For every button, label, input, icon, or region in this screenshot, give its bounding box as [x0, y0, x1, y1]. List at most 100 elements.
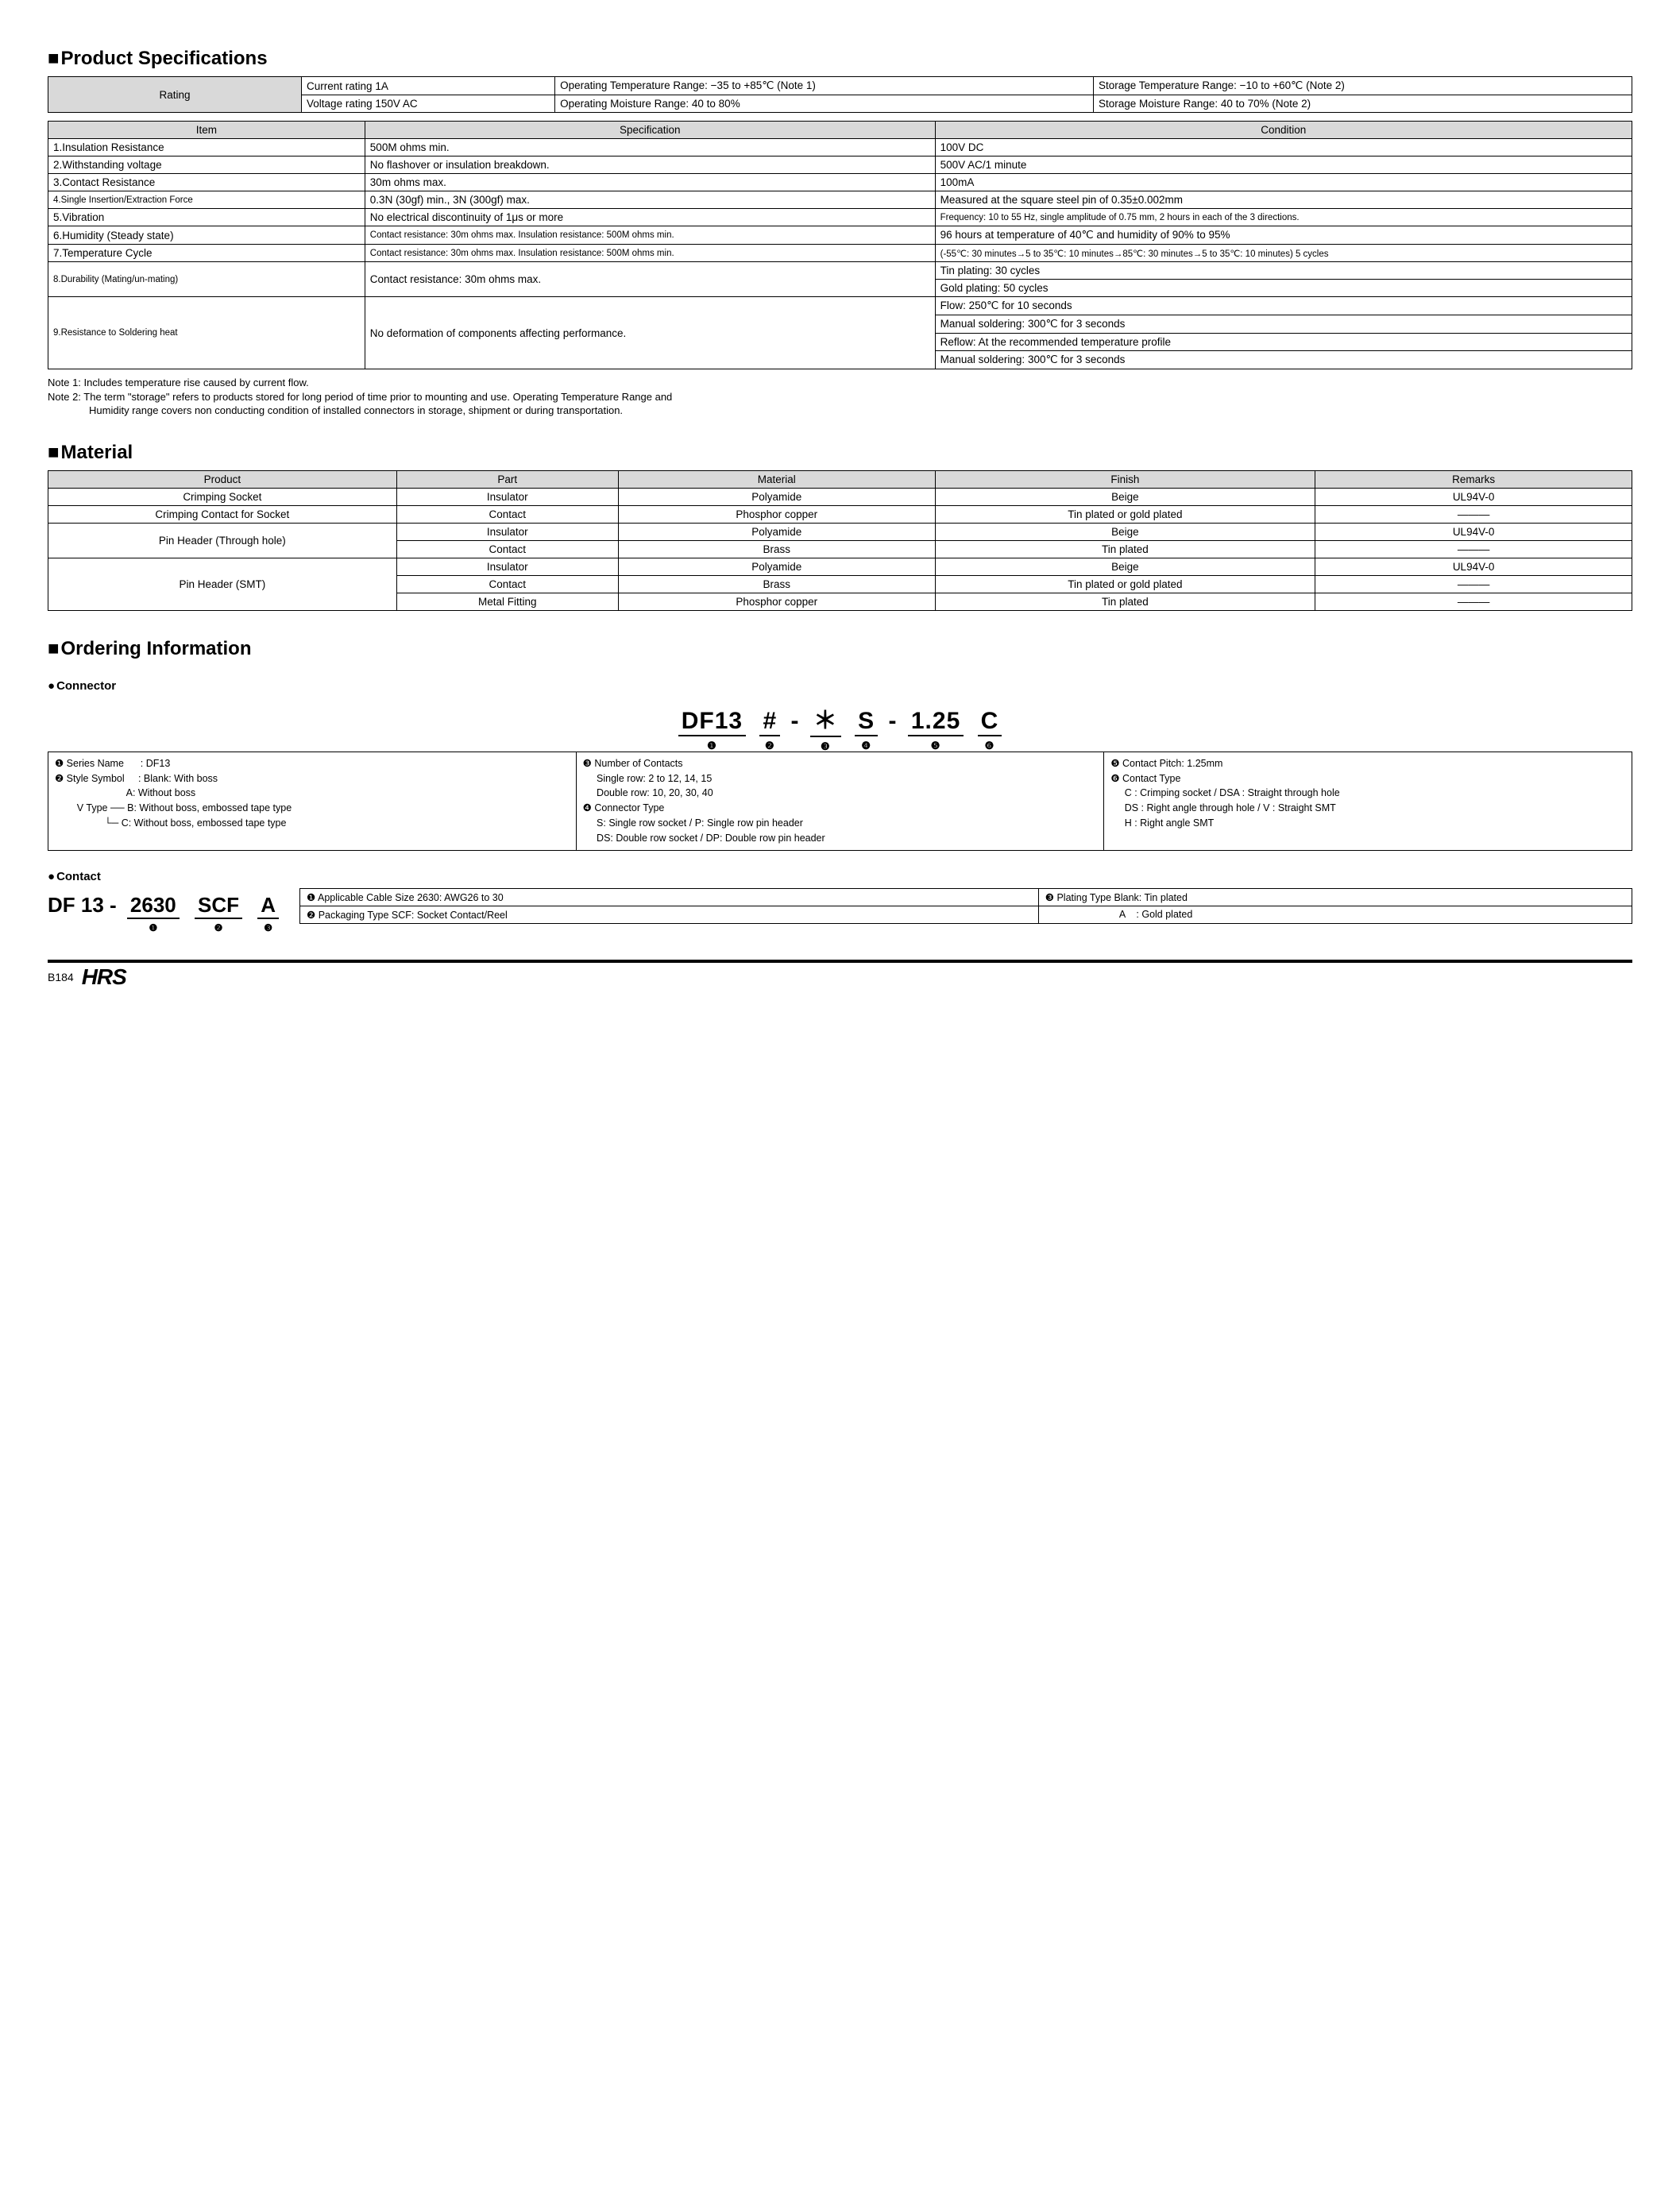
rating-stmoist: Storage Moisture Range: 40 to 70% (Note … — [1094, 95, 1632, 113]
mat-part: Metal Fitting — [396, 593, 618, 610]
mat-material: Phosphor copper — [618, 505, 935, 523]
mat-h-material: Material — [618, 470, 935, 488]
spec-spec: 30m ohms max. — [365, 174, 935, 191]
spec-item: 4.Single Insertion/Extraction Force — [48, 191, 365, 209]
mat-remarks: ――― — [1315, 540, 1632, 558]
note2a: Note 2: The term "storage" refers to pro… — [48, 390, 1632, 404]
legend-line: ❹ Connector Type — [583, 802, 1098, 815]
mat-part: Insulator — [396, 558, 618, 575]
legend-col-3: ❺ Contact Pitch: 1.25mm❻ Contact Type C … — [1104, 752, 1632, 850]
legend-line: DS: Double row socket / DP: Double row p… — [583, 832, 1098, 845]
legend-line: V Type ── B: Without boss, embossed tape… — [55, 802, 570, 815]
mat-finish: Tin plated or gold plated — [935, 505, 1315, 523]
spec-h-item: Item — [48, 122, 365, 139]
mat-material: Brass — [618, 540, 935, 558]
spec-spec: No electrical discontinuity of 1μs or mo… — [365, 209, 935, 226]
spec-h-cond: Condition — [935, 122, 1632, 139]
spec-cond: 96 hours at temperature of 40℃ and humid… — [935, 226, 1632, 245]
mat-part: Contact — [396, 540, 618, 558]
legend-line: ❶ Series Name : DF13 — [55, 757, 570, 771]
section-title-specs: Product Specifications — [48, 48, 1632, 70]
rating-current: Current rating 1A — [302, 77, 555, 95]
cl-r2c2: A : Gold plated — [1039, 906, 1632, 923]
rating-voltage: Voltage rating 150V AC — [302, 95, 555, 113]
spec-cond: Tin plating: 30 cycles — [935, 262, 1632, 280]
spec-spec: Contact resistance: 30m ohms max. Insula… — [365, 226, 935, 245]
legend-col-1: ❶ Series Name : DF13❷ Style Symbol : Bla… — [48, 752, 577, 850]
spec-cond: Manual soldering: 300℃ for 3 seconds — [935, 315, 1632, 334]
spec-item: 7.Temperature Cycle — [48, 245, 365, 262]
note2b: Humidity range covers non conducting con… — [48, 404, 1632, 418]
mat-part: Insulator — [396, 488, 618, 505]
spec-item: 9.Resistance to Soldering heat — [48, 297, 365, 369]
legend-line: └─ C: Without boss, embossed tape type — [55, 817, 570, 830]
spec-spec: No flashover or insulation breakdown. — [365, 156, 935, 174]
legend-line: S: Single row socket / P: Single row pin… — [583, 817, 1098, 830]
mat-finish: Tin plated — [935, 593, 1315, 610]
spec-item: 6.Humidity (Steady state) — [48, 226, 365, 245]
legend-line: ❻ Contact Type — [1110, 772, 1625, 786]
spec-cond: Measured at the square steel pin of 0.35… — [935, 191, 1632, 209]
spec-spec: Contact resistance: 30m ohms max. Insula… — [365, 245, 935, 262]
spec-item: 8.Durability (Mating/un-mating) — [48, 262, 365, 297]
legend-col-2: ❸ Number of Contacts Single row: 2 to 12… — [577, 752, 1105, 850]
spec-spec: 500M ohms min. — [365, 139, 935, 156]
mat-finish: Beige — [935, 558, 1315, 575]
spec-item: 3.Contact Resistance — [48, 174, 365, 191]
mat-h-product: Product — [48, 470, 397, 488]
mat-finish: Tin plated or gold plated — [935, 575, 1315, 593]
spec-item: 5.Vibration — [48, 209, 365, 226]
cl-r1c1: ❶ Applicable Cable Size 2630: AWG26 to 3… — [300, 889, 1039, 906]
spec-cond: 100V DC — [935, 139, 1632, 156]
rating-optemp: Operating Temperature Range: −35 to +85℃… — [555, 77, 1094, 95]
mat-h-remarks: Remarks — [1315, 470, 1632, 488]
spec-cond: Flow: 250℃ for 10 seconds — [935, 297, 1632, 315]
legend-line: ❸ Number of Contacts — [583, 757, 1098, 771]
legend-line: ❺ Contact Pitch: 1.25mm — [1110, 757, 1625, 771]
code-p4: S❹ — [855, 708, 878, 736]
legend-line: DS : Right angle through hole / V : Stra… — [1110, 802, 1625, 815]
spec-cond: 500V AC/1 minute — [935, 156, 1632, 174]
rating-table: Rating Current rating 1A Operating Tempe… — [48, 76, 1632, 113]
rating-opmoist: Operating Moisture Range: 40 to 80% — [555, 95, 1094, 113]
spec-cond: Reflow: At the recommended temperature p… — [935, 334, 1632, 351]
legend-line: H : Right angle SMT — [1110, 817, 1625, 830]
rating-label: Rating — [48, 77, 302, 113]
page-number: B184 — [48, 971, 74, 983]
spec-cond: Frequency: 10 to 55 Hz, single amplitude… — [935, 209, 1632, 226]
material-table: Product Part Material Finish Remarks Cri… — [48, 470, 1632, 611]
mat-remarks: ――― — [1315, 575, 1632, 593]
legend-line: Single row: 2 to 12, 14, 15 — [583, 772, 1098, 786]
legend-line: Double row: 10, 20, 30, 40 — [583, 786, 1098, 800]
spec-cond: (-55℃: 30 minutes→5 to 35℃: 10 minutes→8… — [935, 245, 1632, 262]
mat-remarks: ――― — [1315, 505, 1632, 523]
rating-sttemp: Storage Temperature Range: −10 to +60℃ (… — [1094, 77, 1632, 95]
spec-spec: Contact resistance: 30m ohms max. — [365, 262, 935, 297]
mat-part: Insulator — [396, 523, 618, 540]
code-p2: #❷ — [759, 708, 780, 736]
mat-material: Polyamide — [618, 523, 935, 540]
mat-product: Crimping Socket — [48, 488, 397, 505]
hrs-logo: HRS — [82, 964, 126, 990]
sub-contact: Contact — [48, 870, 1632, 883]
mat-material: Polyamide — [618, 488, 935, 505]
spec-cond: 100mA — [935, 174, 1632, 191]
mat-product: Pin Header (Through hole) — [48, 523, 397, 558]
ccode-p2: SCF❷ — [195, 893, 242, 919]
legend-line: C : Crimping socket / DSA : Straight thr… — [1110, 786, 1625, 800]
sub-connector: Connector — [48, 679, 1632, 693]
section-title-ordering: Ordering Information — [48, 638, 1632, 660]
ccode-p1: 2630❶ — [127, 893, 180, 919]
mat-material: Brass — [618, 575, 935, 593]
connector-legend: ❶ Series Name : DF13❷ Style Symbol : Bla… — [48, 752, 1632, 851]
mat-remarks: UL94V-0 — [1315, 488, 1632, 505]
mat-part: Contact — [396, 575, 618, 593]
mat-h-finish: Finish — [935, 470, 1315, 488]
spec-h-spec: Specification — [365, 122, 935, 139]
mat-product: Crimping Contact for Socket — [48, 505, 397, 523]
legend-line: ❷ Style Symbol : Blank: With boss — [55, 772, 570, 786]
note1: Note 1: Includes temperature rise caused… — [48, 376, 1632, 390]
mat-h-part: Part — [396, 470, 618, 488]
notes-block: Note 1: Includes temperature rise caused… — [48, 376, 1632, 418]
section-title-material: Material — [48, 442, 1632, 464]
